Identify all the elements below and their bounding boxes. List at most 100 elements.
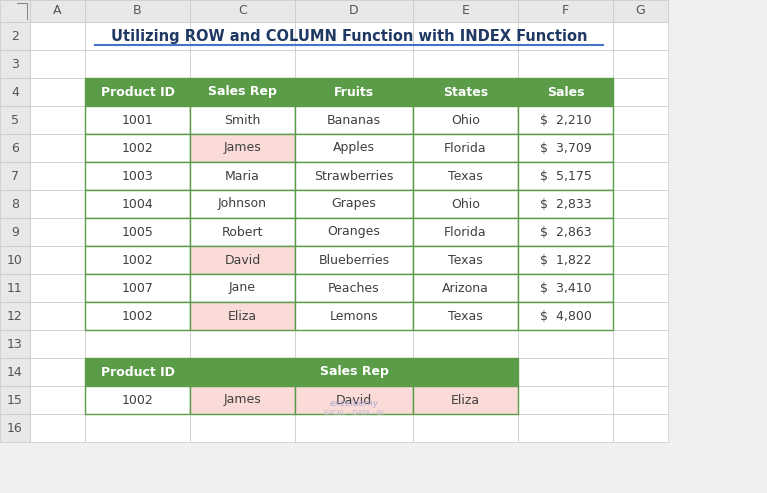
Bar: [0, 414, 30, 442]
Bar: [518, 386, 613, 414]
Bar: [30, 162, 85, 190]
Text: D: D: [349, 4, 359, 17]
Text: Bananas: Bananas: [327, 113, 381, 127]
Bar: [190, 246, 295, 274]
Text: Smith: Smith: [224, 113, 261, 127]
Text: 16: 16: [7, 422, 23, 434]
Bar: [295, 414, 413, 442]
Bar: [190, 386, 295, 414]
Bar: [190, 246, 295, 274]
Bar: [295, 162, 413, 190]
Text: 8: 8: [11, 198, 19, 211]
Text: Texas: Texas: [448, 310, 483, 322]
Bar: [518, 106, 613, 134]
Bar: [413, 358, 518, 386]
Text: 5: 5: [11, 113, 19, 127]
Bar: [518, 78, 613, 106]
Bar: [85, 134, 190, 162]
Bar: [190, 302, 295, 330]
Text: 1001: 1001: [122, 113, 153, 127]
Bar: [518, 190, 613, 218]
Bar: [518, 274, 613, 302]
Bar: [518, 302, 613, 330]
Bar: [190, 106, 295, 134]
Bar: [85, 218, 190, 246]
Bar: [295, 162, 413, 190]
Bar: [413, 162, 518, 190]
Bar: [295, 0, 413, 22]
Bar: [295, 302, 413, 330]
Text: 1002: 1002: [122, 310, 153, 322]
Bar: [190, 162, 295, 190]
Text: G: G: [636, 4, 645, 17]
Bar: [85, 134, 190, 162]
Bar: [613, 358, 668, 386]
Bar: [413, 414, 518, 442]
Text: James: James: [224, 141, 262, 154]
Bar: [295, 218, 413, 246]
Text: Ohio: Ohio: [451, 113, 480, 127]
Text: B: B: [133, 4, 142, 17]
Text: F: F: [562, 4, 569, 17]
Bar: [613, 414, 668, 442]
Bar: [613, 134, 668, 162]
Text: Ohio: Ohio: [451, 198, 480, 211]
Bar: [613, 302, 668, 330]
Text: Fruits: Fruits: [334, 85, 374, 99]
Bar: [613, 50, 668, 78]
Text: Johnson: Johnson: [218, 198, 267, 211]
Text: 1004: 1004: [122, 198, 153, 211]
Bar: [295, 246, 413, 274]
Bar: [518, 22, 613, 50]
Bar: [30, 78, 85, 106]
Bar: [30, 190, 85, 218]
Bar: [85, 0, 190, 22]
Bar: [190, 218, 295, 246]
Bar: [295, 134, 413, 162]
Text: Oranges: Oranges: [328, 225, 380, 239]
Bar: [85, 106, 190, 134]
Bar: [30, 246, 85, 274]
Text: Sales Rep: Sales Rep: [320, 365, 388, 379]
Text: 1002: 1002: [122, 253, 153, 267]
Bar: [518, 218, 613, 246]
Bar: [295, 134, 413, 162]
Bar: [413, 78, 518, 106]
Bar: [30, 134, 85, 162]
Text: Eliza: Eliza: [228, 310, 257, 322]
Text: 1007: 1007: [121, 282, 153, 294]
Bar: [295, 22, 413, 50]
Bar: [295, 274, 413, 302]
Bar: [30, 106, 85, 134]
Text: 3: 3: [11, 58, 19, 70]
Bar: [413, 246, 518, 274]
Bar: [413, 386, 518, 414]
Text: $  3,709: $ 3,709: [540, 141, 591, 154]
Bar: [413, 134, 518, 162]
Bar: [190, 162, 295, 190]
Bar: [0, 302, 30, 330]
Bar: [0, 78, 30, 106]
Bar: [413, 330, 518, 358]
Text: Product ID: Product ID: [100, 85, 174, 99]
Bar: [0, 274, 30, 302]
Bar: [413, 274, 518, 302]
Bar: [85, 22, 190, 50]
Text: exceldemy: exceldemy: [329, 399, 379, 409]
Bar: [190, 274, 295, 302]
Text: 13: 13: [7, 338, 23, 351]
Bar: [0, 330, 30, 358]
Bar: [295, 302, 413, 330]
Bar: [295, 330, 413, 358]
Text: Sales: Sales: [547, 85, 584, 99]
Bar: [30, 386, 85, 414]
Text: Blueberries: Blueberries: [318, 253, 390, 267]
Text: Apples: Apples: [333, 141, 375, 154]
Text: $  4,800: $ 4,800: [539, 310, 591, 322]
Bar: [518, 0, 613, 22]
Bar: [413, 78, 518, 106]
Bar: [190, 218, 295, 246]
Bar: [518, 162, 613, 190]
Bar: [518, 78, 613, 106]
Text: Utilizing ROW and COLUMN Function with INDEX Function: Utilizing ROW and COLUMN Function with I…: [110, 29, 588, 43]
